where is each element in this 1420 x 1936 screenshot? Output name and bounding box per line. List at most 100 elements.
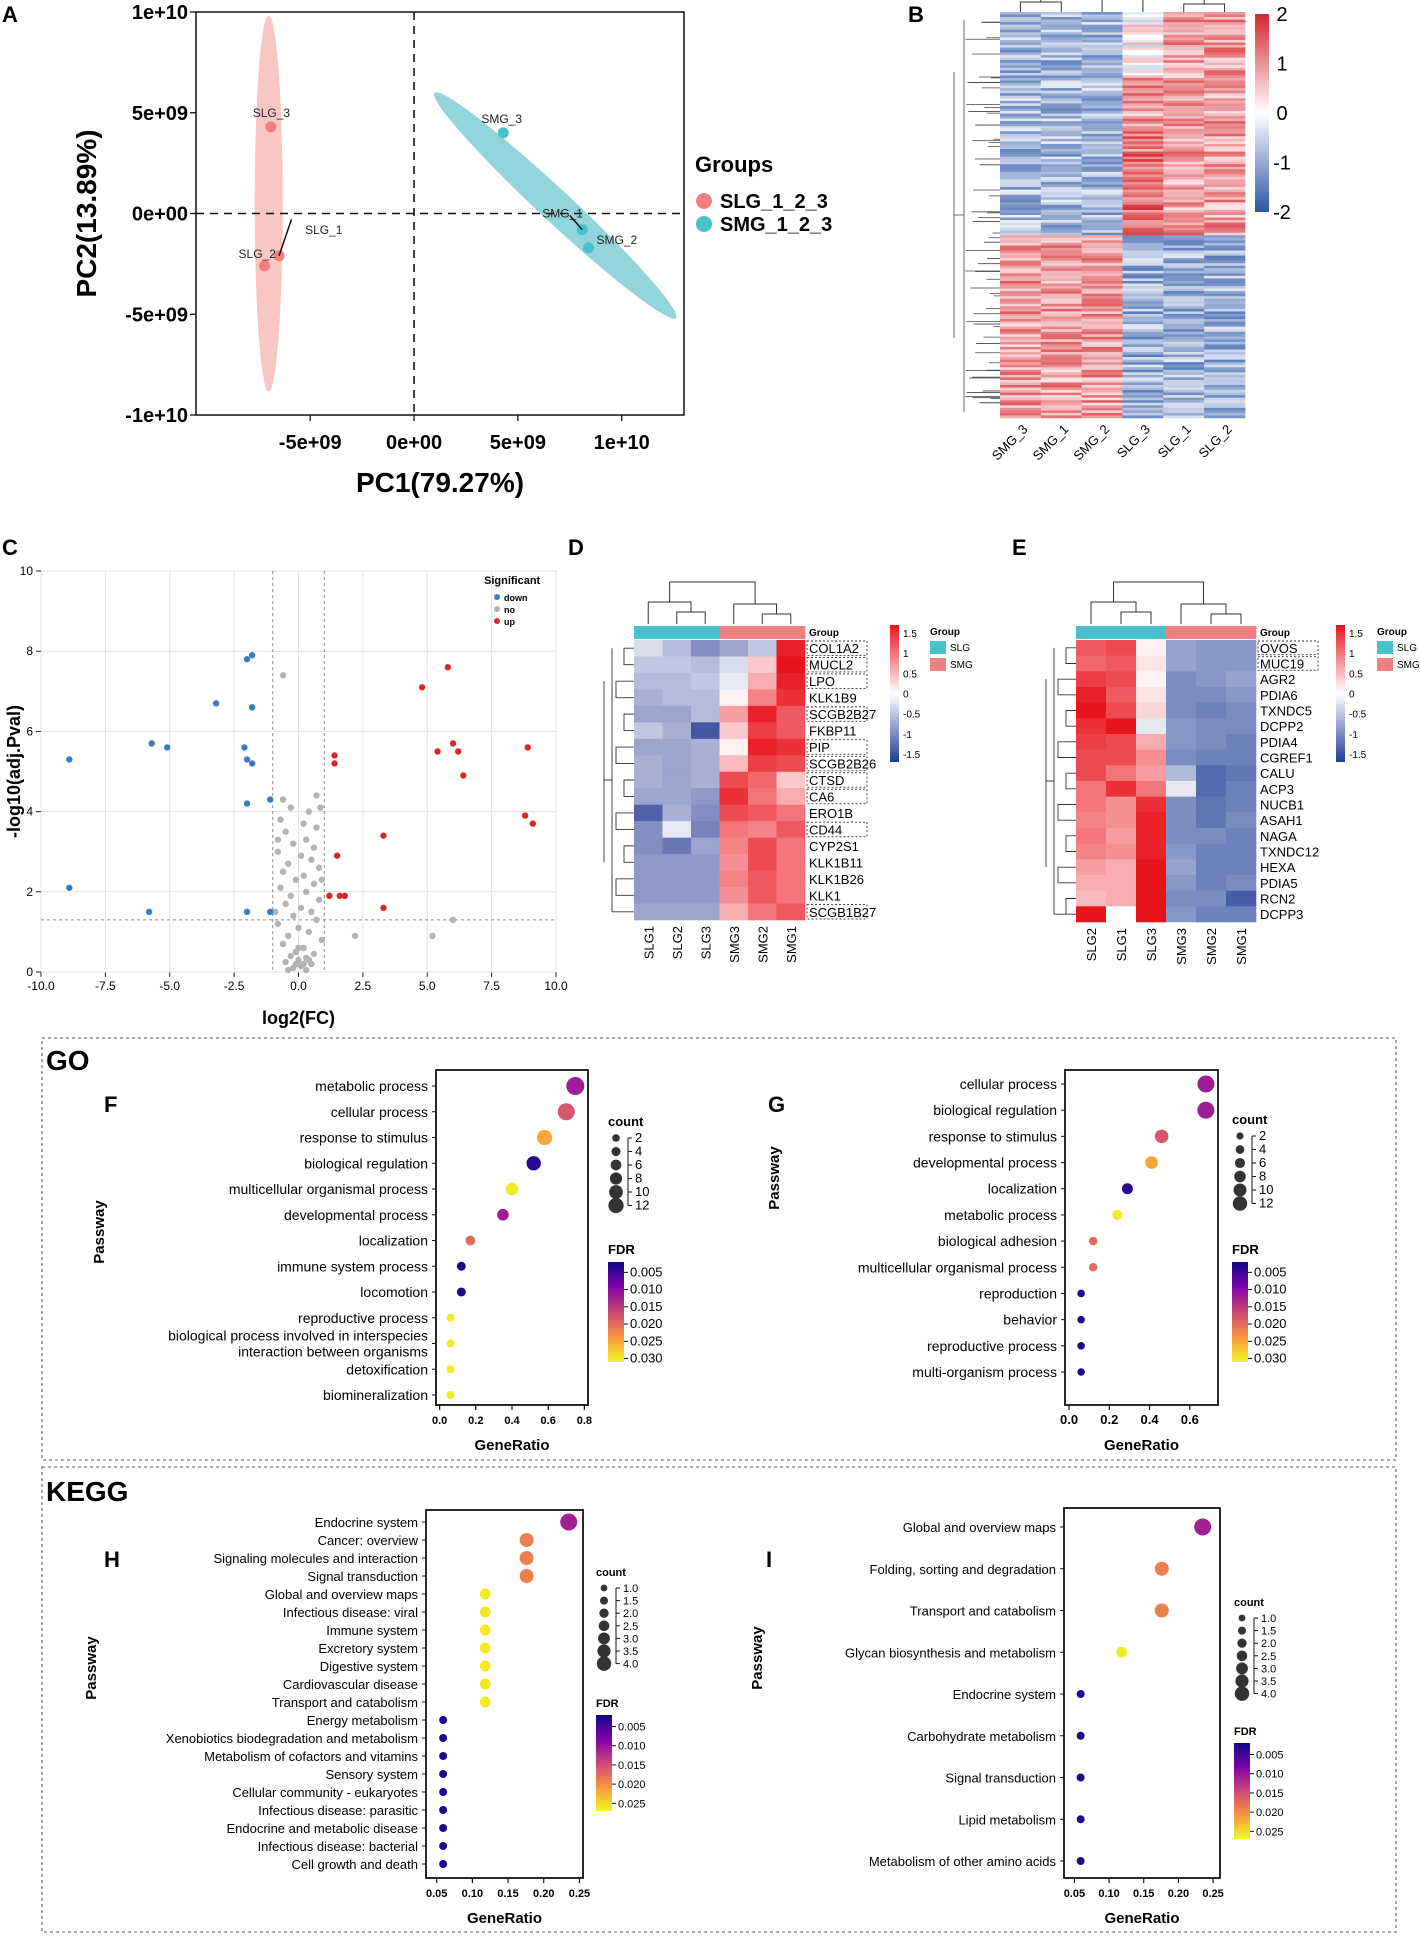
heatmap-cell (1166, 812, 1197, 829)
heatmap-b-cell (1000, 171, 1042, 175)
count-legend-label: 8 (635, 1171, 642, 1186)
heatmap-b-cell (1163, 372, 1205, 376)
heatmap-b-cell (1000, 301, 1042, 305)
heatmap-b-cell (1122, 141, 1164, 145)
fdr-colorbar-label: 0.020 (630, 1316, 663, 1331)
heatmap-b-cell (1204, 215, 1246, 218)
heatmap-b-cell (1204, 222, 1246, 226)
heatmap-colorbar-label: -0.5 (903, 710, 921, 721)
heatmap-cell (776, 640, 806, 657)
heatmap-b-cell (1000, 37, 1042, 41)
heatmap-cell (691, 804, 720, 822)
heatmap-b-cell (1204, 100, 1246, 104)
heatmap-cell (1076, 655, 1107, 672)
heatmap-b-cell (1081, 410, 1123, 414)
heatmap-b-cell (1204, 250, 1246, 254)
heatmap-b-cell (1163, 283, 1205, 287)
heatmap-b-cell (1081, 387, 1123, 391)
heatmap-b-cell (1040, 34, 1082, 38)
heatmap-row-label: TXNDC12 (1260, 845, 1319, 860)
heatmap-b-cell (1081, 308, 1123, 312)
heatmap-b-cell (1040, 369, 1082, 373)
dotplot-point (1154, 1561, 1169, 1576)
heatmap-b-cell (1163, 161, 1205, 165)
dotplot-point (439, 1788, 448, 1796)
heatmap-b-cell (1163, 237, 1205, 241)
heatmap-b-cell (1040, 17, 1082, 20)
volcano-legend-label: down (504, 593, 528, 603)
dotplot-row-label: localization (988, 1181, 1057, 1197)
heatmap-b-cell (1122, 55, 1164, 58)
group-annotation-bar (719, 626, 749, 639)
volcano-point-up (444, 664, 452, 671)
heatmap-b-cell (1000, 392, 1042, 396)
heatmap-cell (1076, 765, 1107, 782)
heatmap-b-cell (1040, 280, 1082, 284)
heatmap-b-cell (1000, 19, 1042, 23)
heatmap-b-cell (1000, 237, 1042, 241)
heatmap-b-cell (1081, 329, 1123, 333)
heatmap-b-cell (1040, 227, 1082, 231)
heatmap-cell (662, 689, 692, 707)
heatmap-b-cell (1000, 121, 1042, 124)
heatmap-d: GroupCOL1A2MUCL2LPOKLK1B9SCGB2B27FKBP11P… (603, 581, 973, 963)
heatmap-b-cell (1122, 247, 1164, 251)
heatmap-cell (1136, 796, 1167, 813)
heatmap-b-cell (1204, 377, 1246, 381)
heatmap-cell (691, 771, 720, 789)
count-legend-label: 12 (1259, 1196, 1273, 1211)
heatmap-b-cell (1000, 151, 1042, 155)
heatmap-b-cell (1040, 80, 1082, 84)
count-legend-dot (1238, 1614, 1246, 1622)
heatmap-b-cell (1000, 265, 1042, 269)
heatmap-colorbar-label: 1.5 (1349, 629, 1363, 640)
heatmap-b-cell (1122, 118, 1164, 122)
heatmap-b-cell (1040, 166, 1082, 170)
heatmap-cell (748, 722, 777, 740)
pca-x-axis-title: PC1(79.27%) (356, 467, 524, 498)
heatmap-b-cell (1000, 24, 1042, 28)
heatmap-cell (1196, 687, 1227, 703)
heatmap-b-cell (1000, 367, 1042, 371)
heatmap-b-cell (1122, 174, 1164, 178)
heatmap-b-cell (1122, 303, 1164, 307)
heatmap-b-cell (1081, 197, 1123, 201)
volcano-point-down (243, 800, 251, 807)
heatmap-b-cell (1204, 62, 1246, 66)
heatmap-cell (1166, 718, 1197, 735)
heatmap-b-cell (1204, 19, 1246, 23)
heatmap-b-cell (1122, 278, 1164, 282)
volcano-point-down (266, 908, 274, 916)
heatmap-b-cell (1081, 250, 1123, 254)
dotplot-row-label: Infectious disease: parasitic (258, 1803, 418, 1818)
heatmap-b-cell (1122, 240, 1164, 244)
heatmap-cell (1106, 671, 1137, 688)
heatmap-cell (691, 903, 720, 921)
heatmap-cell (691, 656, 720, 674)
heatmap-b-cell (1040, 410, 1082, 414)
heatmap-b-cell (1000, 176, 1042, 180)
heatmap-cell (1226, 655, 1257, 672)
heatmap-b-cell (1000, 70, 1042, 74)
heatmap-b-cell (1163, 298, 1205, 302)
heatmap-b-cell (1040, 133, 1082, 137)
heatmap-b-cell (1204, 392, 1246, 396)
heatmap-b-cell (1204, 52, 1246, 56)
heatmap-b-cell (1122, 387, 1164, 391)
go-dotplot-f: 0.0 0.2 0.4 0.6 0.8GeneRatioPasswaymetabolic… (91, 1069, 663, 1454)
volcano-point-no (313, 916, 320, 924)
heatmap-b-cell (1122, 263, 1164, 267)
heatmap-b-cell (1040, 136, 1082, 140)
heatmap-b-cell (1000, 169, 1042, 173)
heatmap-b-cell (1081, 209, 1123, 213)
heatmap-b-cell (1204, 90, 1246, 94)
heatmap-b-cell (1040, 392, 1082, 396)
heatmap-cell (691, 854, 720, 871)
heatmap-b-cell (1204, 156, 1246, 160)
heatmap-b-cell (1081, 204, 1123, 208)
heatmap-cell (776, 689, 806, 707)
heatmap-cell (1196, 796, 1227, 813)
dotplot-point (439, 1734, 448, 1742)
heatmap-b-cell (1040, 215, 1082, 218)
heatmap-b-cell (1040, 336, 1082, 340)
